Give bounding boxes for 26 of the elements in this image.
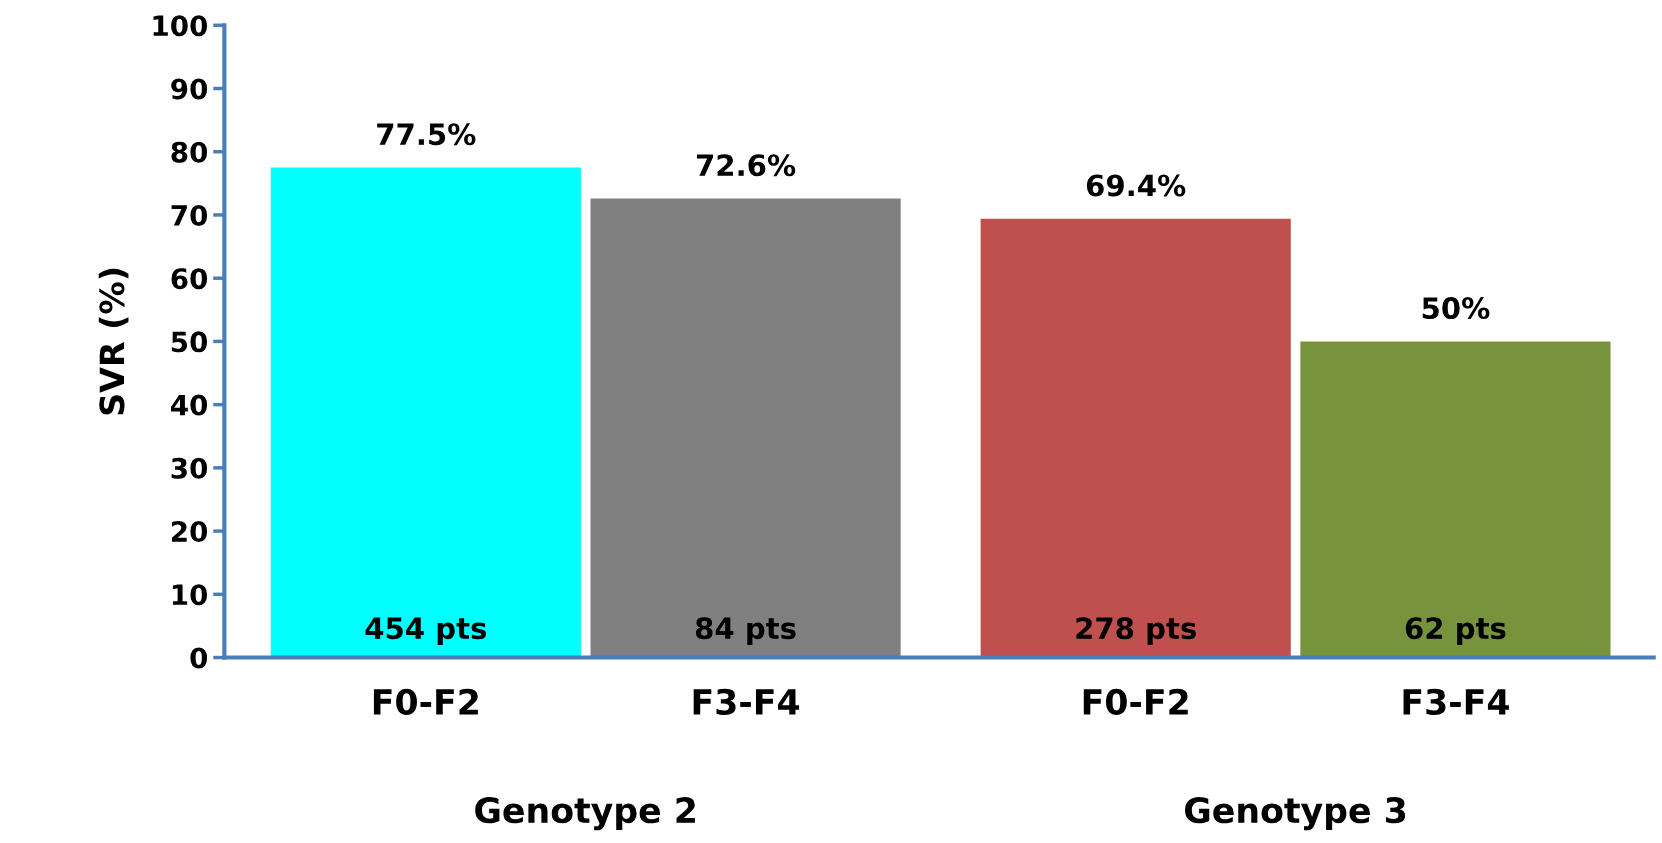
y-tick-label: 90: [171, 78, 208, 100]
y-tick-label: 30: [171, 457, 208, 479]
text: Genotype 2: [475, 797, 695, 831]
y-tick-label: 10: [172, 584, 208, 606]
y-tick-label: 0: [190, 647, 208, 669]
data-label: 50%: [1422, 297, 1490, 320]
x-tick-label: F3-F4: [693, 688, 800, 715]
data-label: 77.5%: [377, 123, 476, 146]
annotation: 84 pts: [695, 617, 796, 645]
y-tick-label: 80: [171, 141, 208, 163]
x-tick-label: F0-F2: [373, 688, 478, 715]
y-tick-label: 70: [171, 204, 208, 226]
y-tick-label: 50: [171, 331, 208, 353]
y-tick-label: 60: [171, 268, 208, 290]
y-tick-label: 20: [171, 521, 208, 543]
y-tick-label: 40: [170, 394, 208, 416]
y-tick-label: 100: [153, 15, 208, 37]
x-tick-label: F0-F2: [1083, 688, 1188, 715]
annotation: 278 pts: [1076, 617, 1196, 645]
data-label: 69.4%: [1086, 174, 1186, 197]
y-axis-title: SVR (%): [98, 268, 129, 415]
data-label: 72.6%: [696, 154, 796, 177]
text: Genotype 3: [1185, 797, 1406, 831]
annotation: 454 pts: [365, 617, 487, 645]
x-tick-label: F3-F4: [1403, 688, 1509, 715]
annotation: 62 pts: [1405, 617, 1506, 645]
